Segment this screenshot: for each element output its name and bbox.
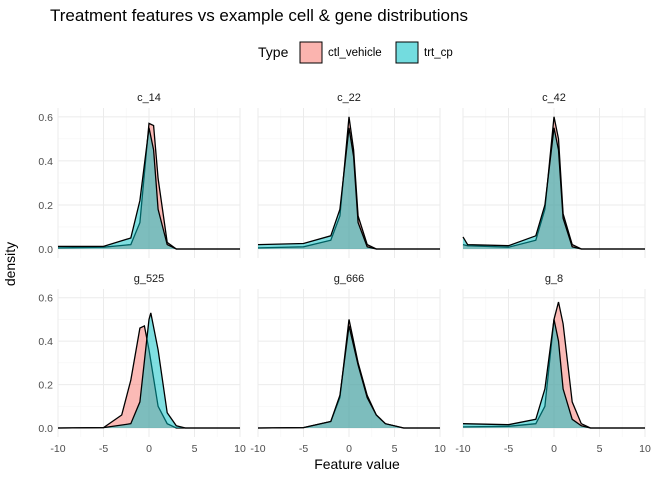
legend-key-trt-cp <box>395 41 419 64</box>
y-tick-label: 0.2 <box>38 380 53 392</box>
density-line-trt-cp <box>58 127 240 250</box>
panel-c-42: c_42 <box>462 92 646 258</box>
x-tick-label: -10 <box>250 443 265 455</box>
x-tick-label: -5 <box>299 443 308 455</box>
density-area-trt-cp <box>258 127 440 249</box>
facet-panels: c_14 0.0 0.2 0.4 0.6 c_22 c_42 g_525 0.0 0.2 0.4 0.… <box>38 92 651 455</box>
facet-strip-label: g_525 <box>134 273 165 285</box>
facet-strip-label: c_42 <box>542 92 566 104</box>
x-tick-label: 5 <box>392 443 398 455</box>
density-area-trt-cp <box>463 127 645 249</box>
facet-strip-label: c_22 <box>337 92 361 104</box>
x-tick-label: -5 <box>99 443 108 455</box>
density-line-trt-cp <box>57 312 240 429</box>
density-area-trt-cp <box>58 127 240 249</box>
facet-strip-label: g_8 <box>545 273 563 285</box>
y-tick-label: 0.2 <box>38 200 53 212</box>
legend-label-trt-cp: trt_cp <box>424 47 453 59</box>
panel-c-22: c_22 <box>257 92 441 258</box>
legend-label-ctl-vehicle: ctl_vehicle <box>328 47 382 59</box>
density-line-trt-cp <box>257 127 440 250</box>
x-tick-label: -5 <box>504 443 513 455</box>
chart-title: Treatment features vs example cell & gen… <box>50 6 468 25</box>
x-tick-label: 10 <box>639 443 651 455</box>
y-tick-label: 0.4 <box>38 336 53 348</box>
x-tick-label: 5 <box>597 443 603 455</box>
x-tick-label: 5 <box>192 443 198 455</box>
x-tick-label: 10 <box>434 443 446 455</box>
panel-g-8: g_8 -10 -5 0 5 10 <box>455 273 651 455</box>
legend-key-ctl-vehicle <box>299 41 323 64</box>
y-tick-label: 0.6 <box>38 293 53 305</box>
x-tick-label: 0 <box>551 443 557 455</box>
x-tick-label: -10 <box>455 443 470 455</box>
y-tick-label: 0.4 <box>38 156 53 168</box>
legend-title: Type <box>258 44 289 60</box>
panel-c-14: c_14 0.0 0.2 0.4 0.6 <box>38 92 241 258</box>
panel-g-525: g_525 0.0 0.2 0.4 0.6 -10 -5 0 5 10 <box>38 273 246 455</box>
facet-strip-label: c_14 <box>137 92 161 104</box>
x-tick-label: 0 <box>346 443 352 455</box>
density-line-trt-cp <box>462 127 645 250</box>
x-tick-label: 10 <box>234 443 246 455</box>
x-tick-label: 0 <box>146 443 152 455</box>
density-line-trt-cp <box>257 325 440 429</box>
legend: Type ctl_vehicle trt_cp <box>258 41 453 64</box>
x-tick-label: -10 <box>50 443 65 455</box>
y-tick-label: 0.6 <box>38 112 53 124</box>
y-tick-label: 0.0 <box>38 244 53 256</box>
density-area-trt-cp <box>258 325 440 428</box>
density-line-trt-cp <box>462 319 645 429</box>
y-tick-label: 0.0 <box>38 423 53 435</box>
x-axis-title: Feature value <box>314 456 400 472</box>
density-area-trt-cp <box>463 319 645 428</box>
y-axis-title: density <box>2 242 18 286</box>
facet-strip-label: g_666 <box>334 273 365 285</box>
density-area-trt-cp <box>58 312 240 428</box>
panel-g-666: g_666 -10 -5 0 5 10 <box>250 273 446 455</box>
